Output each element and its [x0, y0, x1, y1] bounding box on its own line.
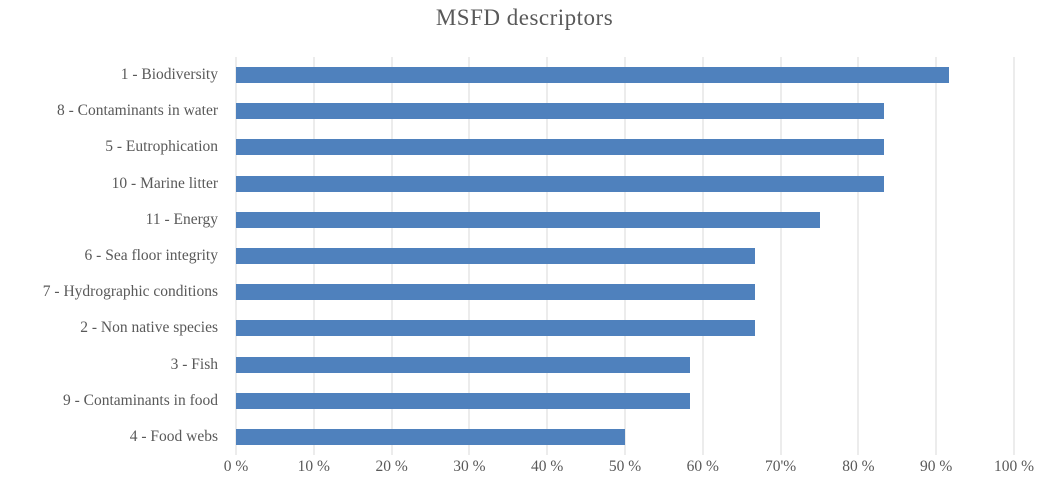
bar-row	[236, 202, 1014, 238]
bar	[236, 175, 885, 192]
bar	[236, 211, 820, 228]
category-axis: 1 - Biodiversity 8 - Contaminants in wate…	[0, 57, 227, 455]
bar	[236, 320, 755, 337]
category-label: 2 - Non native species	[80, 319, 218, 337]
bar-row	[236, 238, 1014, 274]
gridline	[935, 57, 937, 455]
bar-row	[236, 274, 1014, 310]
x-tick-label: 20 %	[375, 458, 408, 475]
bar-row	[236, 57, 1014, 93]
x-tick-label: 60 %	[686, 458, 719, 475]
x-tick-label: 70'%	[764, 458, 797, 475]
plot-area	[235, 57, 1015, 455]
category-label: 3 - Fish	[170, 355, 218, 373]
bar	[236, 284, 755, 301]
x-tick-label: 80 %	[842, 458, 875, 475]
category-label: 7 - Hydrographic conditions	[42, 283, 218, 301]
x-tick-label: 50 %	[608, 458, 642, 475]
gridline	[1013, 57, 1015, 455]
category-label: 8 - Contaminants in water	[57, 102, 218, 120]
x-tick-label: 10 %	[297, 458, 330, 475]
category-label: 11 - Energy	[145, 210, 218, 228]
category-label: 1 - Biodiversity	[120, 66, 218, 84]
bar-row	[236, 383, 1014, 419]
x-tick-label: 0 %	[223, 458, 249, 475]
category-label: 4 - Food webs	[129, 427, 218, 445]
x-tick-label: 30 %	[453, 458, 486, 475]
value-axis: 0 % 10 % 20 % 30 % 40 % 50 % 60 % 70'% 80 % 90 % 1…	[224, 458, 1034, 482]
bar-row	[236, 310, 1014, 346]
bar	[236, 392, 690, 409]
bar-row	[236, 347, 1014, 383]
bar	[236, 139, 885, 156]
bar-row	[236, 93, 1014, 129]
bar	[236, 356, 690, 373]
category-label: 10 - Marine litter	[111, 174, 218, 192]
category-label: 5 - Eutrophication	[105, 138, 218, 156]
bar-row	[236, 129, 1014, 165]
bar-row	[236, 419, 1014, 455]
x-tick-label: 90 %	[920, 458, 953, 475]
bar	[236, 248, 755, 265]
bar	[236, 103, 885, 120]
category-label: 6 - Sea floor integrity	[84, 247, 218, 265]
category-label: 9 - Contaminants in food	[63, 391, 218, 409]
x-tick-label: 100 %	[993, 458, 1035, 475]
x-tick-label: 40 %	[531, 458, 564, 475]
gridline	[857, 57, 859, 455]
bar	[236, 428, 625, 445]
bar	[236, 67, 950, 84]
bar-row	[236, 166, 1014, 202]
chart-title: MSFD descriptors	[435, 5, 614, 30]
bar-series	[236, 57, 1014, 455]
gridline	[780, 57, 782, 455]
